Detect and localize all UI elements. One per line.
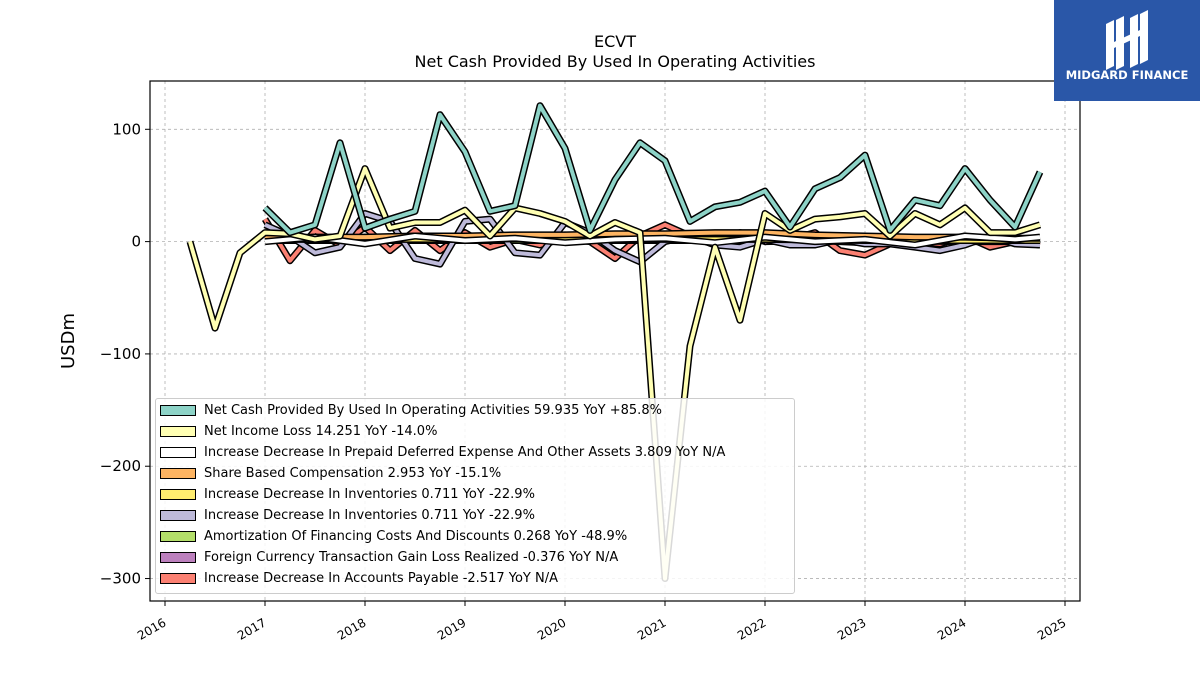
series-line-stroke <box>264 234 1041 247</box>
legend-item: Amortization Of Financing Costs And Disc… <box>160 526 627 546</box>
legend-label: Increase Decrease In Inventories 0.711 Y… <box>204 507 535 523</box>
legend-swatch <box>160 425 196 437</box>
brand-logo: MIDGARD FINANCE <box>1054 0 1200 101</box>
legend-item: Net Income Loss 14.251 YoY -14.0% <box>160 421 437 441</box>
y-tick-label: −200 <box>100 457 141 475</box>
x-tick-label: 2023 <box>835 615 868 642</box>
y-tick-label: −300 <box>100 570 141 588</box>
legend-item: Increase Decrease In Accounts Payable -2… <box>160 568 558 588</box>
legend-label: Foreign Currency Transaction Gain Loss R… <box>204 549 619 565</box>
legend-swatch <box>160 446 196 458</box>
x-tick-label: 2024 <box>935 615 968 642</box>
legend-item: Share Based Compensation 2.953 YoY -15.1… <box>160 463 501 483</box>
legend-swatch <box>160 509 196 521</box>
legend-label: Increase Decrease In Accounts Payable -2… <box>204 570 558 586</box>
legend-label: Increase Decrease In Inventories 0.711 Y… <box>204 486 535 502</box>
y-tick-label: 0 <box>131 233 141 251</box>
legend-item: Increase Decrease In Inventories 0.711 Y… <box>160 484 535 504</box>
x-tick-label: 2019 <box>435 615 468 642</box>
x-tick-label: 2017 <box>235 615 268 642</box>
y-tick-label: 100 <box>112 120 141 138</box>
series-line <box>264 232 1041 249</box>
chart-subtitle: Net Cash Provided By Used In Operating A… <box>415 52 816 71</box>
legend-label: Net Cash Provided By Used In Operating A… <box>204 402 662 418</box>
legend-swatch <box>160 404 196 416</box>
legend-item: Increase Decrease In Prepaid Deferred Ex… <box>160 442 725 462</box>
x-tick-label: 2018 <box>335 615 368 642</box>
plot-frame <box>149 80 1081 602</box>
x-tick-label: 2025 <box>1035 615 1068 642</box>
legend-swatch <box>160 572 196 584</box>
legend: Net Cash Provided By Used In Operating A… <box>155 398 795 594</box>
x-tick-label: 2016 <box>135 615 168 642</box>
legend-item: Net Cash Provided By Used In Operating A… <box>160 400 662 420</box>
legend-item: Foreign Currency Transaction Gain Loss R… <box>160 547 618 567</box>
legend-label: Increase Decrease In Prepaid Deferred Ex… <box>204 444 726 460</box>
x-tick-label: 2020 <box>535 615 568 642</box>
legend-label: Share Based Compensation 2.953 YoY -15.1… <box>204 465 502 481</box>
legend-swatch <box>160 488 196 500</box>
y-axis: 100 0 −100 −200 −300 <box>100 120 150 588</box>
series-line <box>186 165 1042 582</box>
series-layer <box>186 102 1044 582</box>
series-line <box>262 102 1044 237</box>
series-line-stroke <box>188 166 1041 581</box>
legend-swatch <box>160 551 196 563</box>
brand-name: MIDGARD FINANCE <box>1065 68 1189 82</box>
x-tick-label: 2021 <box>635 615 668 642</box>
chart-title: ECVT <box>594 32 636 51</box>
legend-item: Increase Decrease In Inventories 0.711 Y… <box>160 505 535 525</box>
y-axis-label: USDm <box>58 313 79 369</box>
legend-swatch <box>160 467 196 479</box>
x-tick-label: 2022 <box>735 615 768 642</box>
legend-label: Amortization Of Financing Costs And Disc… <box>204 528 628 544</box>
series-line-stroke <box>263 103 1042 235</box>
legend-label: Net Income Loss 14.251 YoY -14.0% <box>204 423 438 439</box>
midgard-logo-icon <box>1106 10 1148 70</box>
x-axis: 2016 2017 2018 2019 2020 2021 2022 2023 2024 2025 <box>135 601 1069 643</box>
legend-swatch <box>160 530 196 542</box>
y-tick-label: −100 <box>100 345 141 363</box>
